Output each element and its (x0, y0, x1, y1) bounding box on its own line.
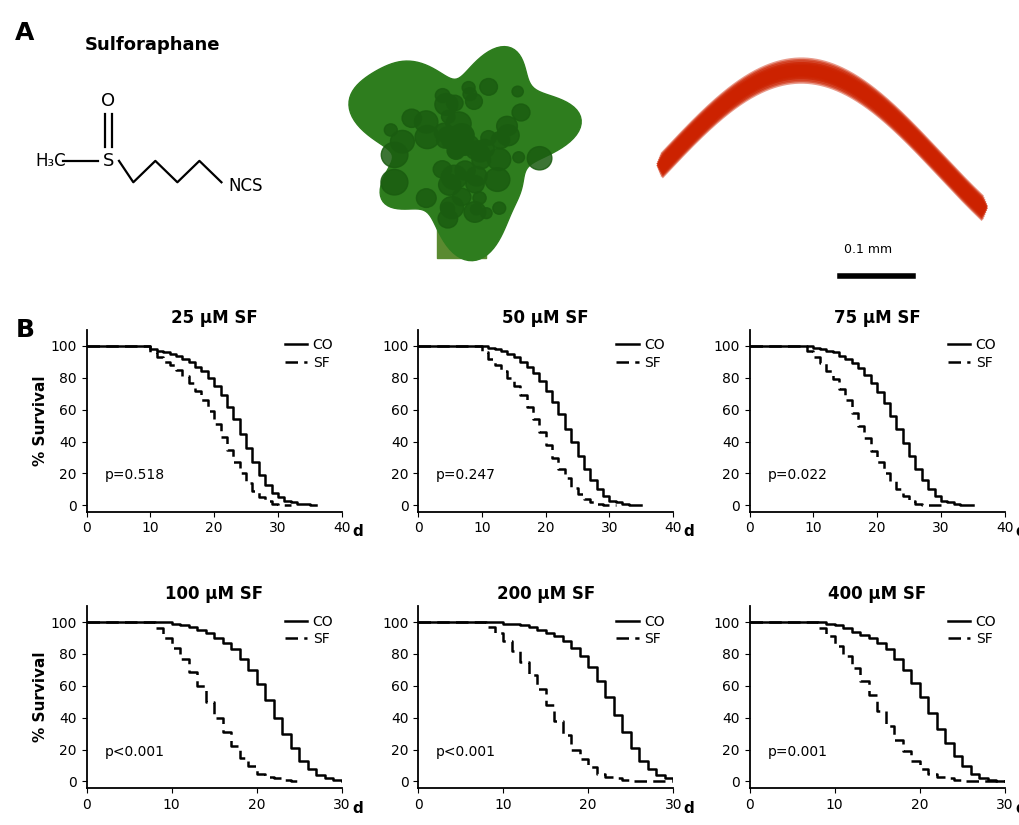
Circle shape (496, 125, 519, 146)
Text: d: d (683, 800, 694, 816)
Circle shape (446, 143, 464, 158)
Circle shape (435, 88, 449, 102)
Circle shape (465, 93, 482, 110)
Legend: CO, SF: CO, SF (279, 332, 338, 375)
Circle shape (381, 142, 408, 167)
Circle shape (390, 130, 414, 153)
Circle shape (445, 112, 471, 135)
Circle shape (446, 95, 463, 111)
Title: 100 μM SF: 100 μM SF (165, 585, 263, 603)
Circle shape (458, 127, 473, 142)
Circle shape (463, 87, 476, 101)
Circle shape (436, 133, 452, 148)
Circle shape (512, 86, 523, 97)
Text: p=0.518: p=0.518 (105, 469, 164, 483)
Circle shape (445, 127, 461, 142)
Text: Sulforaphane: Sulforaphane (85, 36, 220, 54)
Circle shape (458, 135, 479, 154)
Y-axis label: % Survival: % Survival (33, 652, 48, 742)
Circle shape (442, 134, 458, 149)
Circle shape (512, 104, 530, 121)
Text: p=0.247: p=0.247 (436, 469, 495, 483)
Legend: CO, SF: CO, SF (279, 609, 338, 652)
Circle shape (416, 189, 436, 207)
Text: d: d (352, 525, 363, 540)
Circle shape (472, 151, 490, 169)
Circle shape (440, 202, 454, 215)
Circle shape (441, 165, 467, 190)
Circle shape (464, 201, 485, 222)
Circle shape (441, 111, 454, 123)
Polygon shape (348, 46, 581, 261)
Circle shape (491, 131, 510, 148)
Circle shape (452, 188, 471, 205)
Title: 400 μM SF: 400 μM SF (827, 585, 925, 603)
Text: p<0.001: p<0.001 (105, 744, 164, 758)
Title: 25 μM SF: 25 μM SF (170, 309, 258, 327)
Circle shape (479, 78, 497, 95)
Circle shape (384, 124, 396, 136)
Circle shape (480, 130, 495, 145)
Circle shape (473, 191, 486, 205)
Circle shape (433, 161, 451, 178)
Text: S: S (103, 152, 114, 170)
Circle shape (434, 94, 458, 116)
Circle shape (470, 204, 481, 215)
Circle shape (454, 161, 475, 180)
Legend: CO, SF: CO, SF (942, 609, 1001, 652)
Circle shape (466, 167, 486, 186)
Text: NCS: NCS (228, 177, 263, 196)
Y-axis label: % Survival: % Survival (33, 375, 48, 466)
Circle shape (471, 144, 489, 162)
Text: d: d (1014, 800, 1019, 816)
Text: O: O (101, 92, 115, 110)
Circle shape (527, 147, 551, 170)
Text: 0.1 mm: 0.1 mm (843, 243, 892, 256)
Text: d: d (1014, 525, 1019, 540)
Circle shape (492, 202, 505, 214)
Circle shape (480, 208, 491, 219)
Title: 50 μM SF: 50 μM SF (502, 309, 588, 327)
Title: 200 μM SF: 200 μM SF (496, 585, 594, 603)
Legend: CO, SF: CO, SF (942, 332, 1001, 375)
Circle shape (440, 196, 463, 219)
Circle shape (447, 144, 464, 159)
Text: A: A (15, 21, 35, 45)
Circle shape (466, 141, 485, 159)
Title: 75 μM SF: 75 μM SF (833, 309, 920, 327)
Text: d: d (683, 525, 694, 540)
Circle shape (470, 144, 488, 161)
Circle shape (462, 82, 475, 94)
Circle shape (474, 139, 494, 158)
Circle shape (487, 148, 511, 171)
Legend: CO, SF: CO, SF (610, 332, 669, 375)
Text: p<0.001: p<0.001 (436, 744, 495, 758)
Text: H₃C: H₃C (36, 152, 66, 170)
Circle shape (401, 109, 421, 127)
Circle shape (415, 125, 439, 148)
Circle shape (414, 111, 437, 133)
Circle shape (447, 128, 461, 140)
Text: p=0.022: p=0.022 (766, 469, 826, 483)
Circle shape (380, 169, 408, 195)
Circle shape (449, 124, 474, 147)
Circle shape (434, 123, 453, 141)
Circle shape (496, 116, 517, 136)
Circle shape (437, 210, 458, 228)
Text: B: B (15, 318, 35, 342)
Text: d: d (352, 800, 363, 816)
Circle shape (449, 133, 462, 144)
Circle shape (466, 176, 484, 193)
Circle shape (513, 152, 524, 163)
Text: p=0.001: p=0.001 (766, 744, 826, 758)
Circle shape (459, 145, 470, 155)
Circle shape (438, 174, 461, 196)
Circle shape (438, 127, 454, 143)
Legend: CO, SF: CO, SF (610, 609, 669, 652)
Circle shape (484, 167, 510, 191)
